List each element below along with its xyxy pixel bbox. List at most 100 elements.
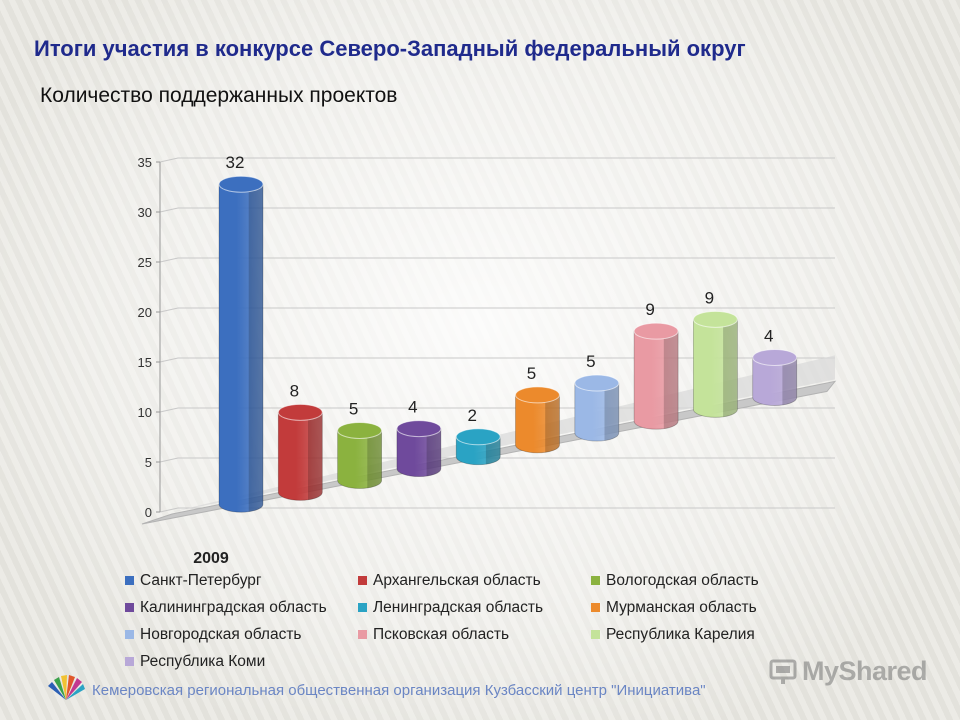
bar-top (337, 421, 383, 439)
bar (692, 310, 738, 418)
legend-swatch (125, 630, 134, 639)
bar (574, 374, 620, 442)
legend-swatch (358, 603, 367, 612)
bar-shade (723, 319, 738, 417)
data-label: 4 (764, 326, 773, 345)
bar-shade (308, 412, 323, 500)
bar-top (455, 428, 501, 446)
data-label: 8 (290, 381, 299, 400)
y-tick-label: 0 (145, 505, 152, 520)
gridline (159, 507, 835, 513)
bar (396, 420, 442, 478)
gridline (159, 357, 835, 363)
legend-label: Мурманская область (606, 598, 757, 616)
legend-item: Вологодская область (591, 570, 831, 591)
legend-item: Республика Коми (125, 651, 358, 672)
y-tick-label: 10 (138, 405, 152, 420)
bar-body (337, 430, 382, 489)
legend-swatch (358, 576, 367, 585)
bar-top (218, 175, 264, 193)
bar-body (396, 428, 442, 478)
bar (633, 322, 679, 430)
bar-body (515, 394, 560, 454)
bar-shade (663, 331, 679, 429)
legend-swatch (591, 603, 600, 612)
y-tick-label: 25 (138, 255, 152, 270)
x-category-label: 2009 (193, 550, 229, 567)
legend-item: Ленинградская область (358, 597, 591, 618)
watermark: MyShared (768, 656, 928, 687)
bar-shade (367, 430, 382, 489)
bar (218, 175, 264, 513)
data-label: 9 (705, 288, 714, 307)
legend-swatch (125, 657, 134, 666)
legend-swatch (591, 630, 600, 639)
legend-swatch (591, 576, 600, 585)
bar-body (277, 411, 323, 501)
bar-shade (604, 383, 619, 441)
legend-swatch (125, 603, 134, 612)
legend-item: Калининградская область (125, 597, 358, 618)
page-title: Итоги участия в конкурсе Северо-Западный… (34, 36, 746, 61)
legend-label: Архангельская область (373, 571, 541, 589)
data-labels: 32 8 5 4 2 5 5 9 9 4 (226, 153, 774, 425)
gridline (159, 457, 835, 463)
chart-legend: Санкт-Петербург Архангельская область Воло… (125, 570, 845, 672)
bar-body (574, 382, 620, 442)
bars (218, 175, 798, 513)
bar-top (396, 420, 442, 438)
legend-label: Вологодская область (606, 571, 759, 589)
y-axis: 0 5 10 15 20 25 30 35 (138, 155, 161, 520)
bar-body (633, 330, 679, 430)
bar-top (752, 348, 798, 366)
legend-swatch (125, 576, 134, 585)
legend-label: Ленинградская область (373, 598, 544, 616)
data-label: 5 (586, 352, 595, 371)
y-tick-label: 35 (138, 155, 152, 170)
legend-item: Санкт-Петербург (125, 570, 358, 591)
bar-top (633, 322, 679, 340)
bar-body (693, 318, 738, 418)
bar-body (752, 357, 798, 406)
chart-subtitle: Количество поддержанных проектов (40, 84, 398, 107)
bar-top (574, 374, 620, 392)
gridline (159, 157, 835, 163)
watermark-text: MyShared (802, 656, 928, 686)
bar (752, 348, 798, 406)
bar-shade (426, 428, 441, 477)
legend-item: Архангельская область (358, 570, 591, 591)
bar-top (277, 403, 323, 421)
y-tick-label: 20 (138, 305, 152, 320)
presentation-icon (769, 659, 797, 684)
bar (455, 428, 501, 466)
data-label: 5 (527, 364, 536, 383)
y-tick-label: 5 (145, 455, 152, 470)
legend-item: Новгородская область (125, 624, 358, 645)
gridline (159, 257, 835, 263)
y-tick-label: 15 (138, 355, 152, 370)
data-label: 32 (226, 153, 245, 172)
bar-shade (545, 394, 560, 453)
bar (337, 421, 383, 489)
footer-organization-text: Кемеровская региональная общественная ор… (92, 682, 706, 699)
legend-label: Новгородская область (140, 625, 302, 643)
data-label: 4 (408, 398, 417, 417)
legend-label: Калининградская область (140, 598, 327, 616)
legend-label: Псковская область (373, 625, 510, 643)
bar (277, 403, 323, 501)
legend-item: Псковская область (358, 624, 591, 645)
data-label: 2 (467, 406, 476, 425)
bar-top (692, 310, 738, 328)
data-label: 9 (645, 300, 654, 319)
gridline (159, 207, 835, 213)
fan-logo-icon (48, 675, 85, 700)
legend-swatch (358, 630, 367, 639)
x-axis: 2009 (193, 550, 229, 567)
legend-item: Мурманская область (591, 597, 831, 618)
footer: Кемеровская региональная общественная ор… (46, 674, 946, 706)
legend-label: Санкт-Петербург (140, 571, 262, 589)
bar-shade (782, 357, 797, 406)
bar-shade (248, 184, 264, 512)
bar-top (515, 386, 560, 404)
